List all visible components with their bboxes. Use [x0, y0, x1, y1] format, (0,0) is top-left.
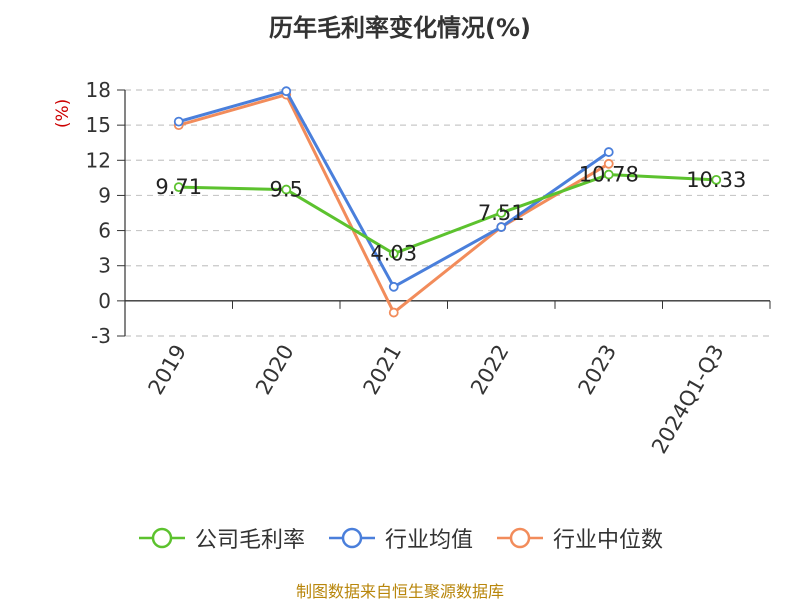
- data-label: 10.33: [686, 168, 746, 192]
- legend-label: 行业中位数: [553, 528, 664, 553]
- x-tick-label: 2022: [466, 341, 514, 399]
- data-point: [173, 116, 184, 127]
- data-point: [388, 248, 399, 259]
- legend-marker-icon: [497, 527, 543, 549]
- data-point: [173, 182, 184, 193]
- data-point: [603, 158, 614, 169]
- chart-title: 历年毛利率变化情况(%): [269, 14, 531, 42]
- x-tick-label: 2024Q1-Q3: [647, 341, 729, 458]
- chart-legend: 公司毛利率 行业均值 行业中位数: [0, 522, 800, 554]
- y-tick-label: 18: [86, 78, 111, 102]
- y-tick-label: 3: [98, 254, 111, 278]
- data-point: [496, 207, 507, 218]
- data-point: [711, 174, 722, 185]
- legend-item: 公司毛利率: [137, 522, 305, 554]
- x-tick-label: 2023: [574, 341, 622, 399]
- y-tick-label: 15: [86, 113, 111, 137]
- data-point: [388, 307, 399, 318]
- data-label: 9.5: [270, 178, 303, 202]
- data-labels: 9.71 9.5 4.03 7.51 10.78 10.33: [155, 163, 746, 266]
- y-tick-label: 6: [98, 219, 111, 243]
- y-axis-label: (%): [53, 99, 73, 128]
- data-point: [496, 222, 507, 232]
- x-tick-label: 2019: [144, 341, 192, 399]
- y-tick-label: -3: [91, 324, 111, 348]
- legend-marker-icon: [328, 527, 375, 549]
- legend-marker-icon: [138, 527, 185, 549]
- source-note: 制图数据来自恒生聚源数据库: [295, 582, 504, 601]
- axes: -3 0 3 6 9 12 15 18 (%) 2019 2020 2021 2022 2023 2024Q…: [53, 78, 771, 458]
- grid-lines: [125, 89, 770, 337]
- data-point: [281, 86, 292, 97]
- data-point: [281, 184, 292, 195]
- data-point: [388, 281, 399, 292]
- legend-item: 行业中位数: [495, 522, 663, 554]
- legend-label: 行业均值: [384, 528, 473, 553]
- legend-label: 公司毛利率: [194, 528, 305, 553]
- series-line: [178, 173, 717, 256]
- x-tick-label: 2020: [251, 341, 299, 399]
- legend-item: 行业均值: [327, 522, 473, 554]
- data-label: 9.71: [155, 175, 202, 199]
- data-label: 4.03: [370, 242, 417, 266]
- data-label: 10.78: [579, 163, 639, 187]
- data-point: [603, 147, 614, 157]
- series-line: [178, 93, 610, 315]
- y-tick-label: 12: [86, 148, 111, 172]
- y-tick-label: 9: [98, 183, 111, 207]
- series-lines: [173, 86, 722, 318]
- data-label: 7.51: [478, 201, 525, 225]
- x-tick-label: 2021: [359, 341, 407, 399]
- y-tick-label: 0: [98, 289, 111, 313]
- data-point: [603, 169, 614, 180]
